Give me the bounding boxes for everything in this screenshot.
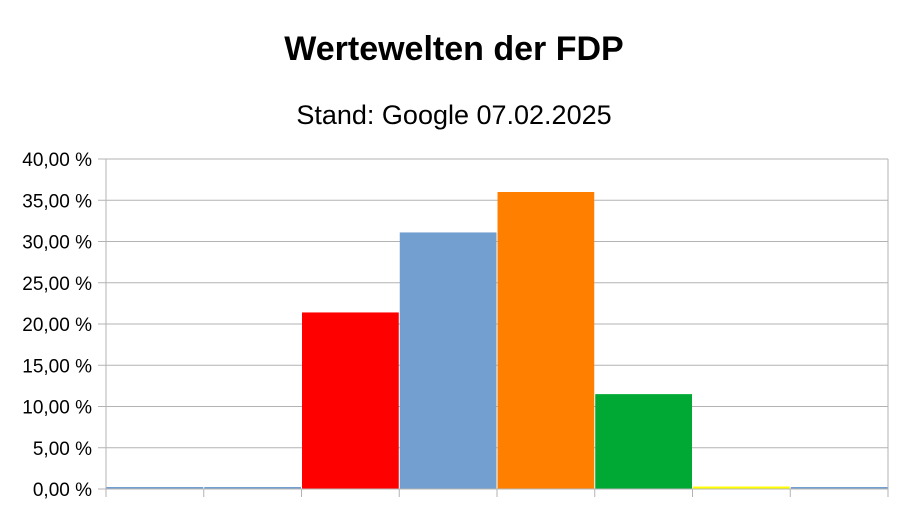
y-tick-label: 5,00 % <box>33 439 92 460</box>
y-tick-label: 20,00 % <box>22 315 92 336</box>
chart-subtitle: Stand: Google 07.02.2025 <box>296 100 611 130</box>
y-tick-label: 0,00 % <box>33 480 92 501</box>
chart-title: Wertewelten der FDP <box>284 30 623 68</box>
gridlines <box>106 158 888 490</box>
y-tick-label: 30,00 % <box>22 233 92 254</box>
bar <box>106 487 204 489</box>
y-axis-tick-labels: 0,00 % 5,00 % 10,00 % 15,00 % 20,00 % 25,00 %… <box>22 150 92 501</box>
axes <box>98 158 889 497</box>
bars <box>106 192 888 490</box>
bar <box>204 487 301 489</box>
bar <box>399 232 497 490</box>
y-tick-label: 25,00 % <box>22 274 92 295</box>
y-tick-label: 15,00 % <box>22 356 92 377</box>
bar <box>790 487 888 489</box>
y-tick-label: 10,00 % <box>22 398 92 419</box>
bar <box>595 394 692 489</box>
bar <box>693 486 790 489</box>
bar <box>497 192 595 489</box>
y-tick-label: 40,00 % <box>22 150 92 171</box>
bar <box>302 312 399 489</box>
y-tick-label: 35,00 % <box>22 191 92 212</box>
